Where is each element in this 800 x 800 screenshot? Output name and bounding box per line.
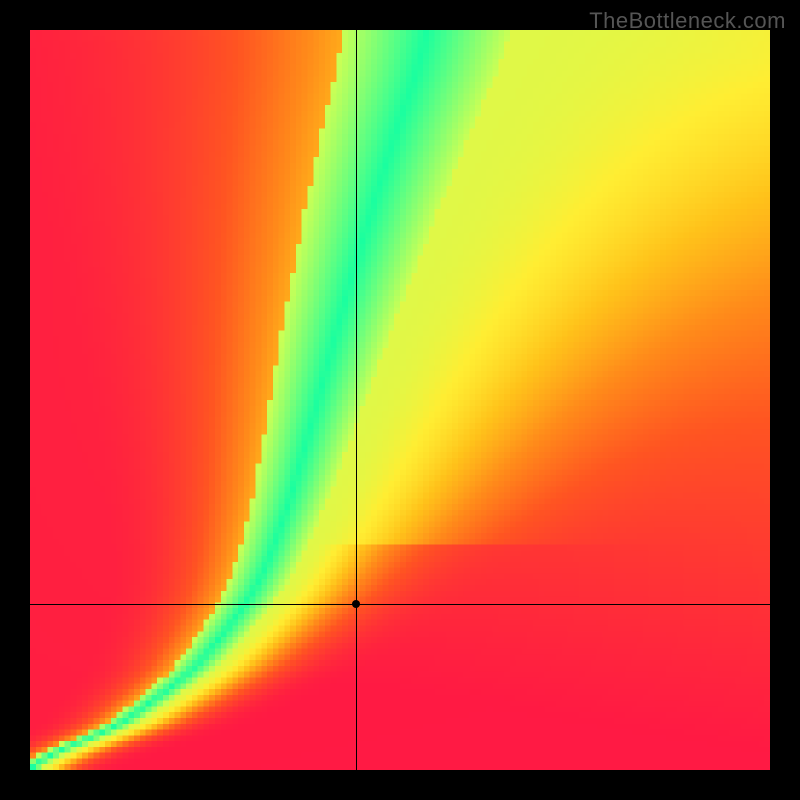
heatmap-plot <box>30 30 770 770</box>
crosshair-horizontal <box>30 604 770 605</box>
heatmap-canvas <box>30 30 770 770</box>
watermark-text: TheBottleneck.com <box>589 8 786 34</box>
root: TheBottleneck.com <box>0 0 800 800</box>
crosshair-vertical <box>356 30 357 770</box>
crosshair-dot <box>352 600 360 608</box>
